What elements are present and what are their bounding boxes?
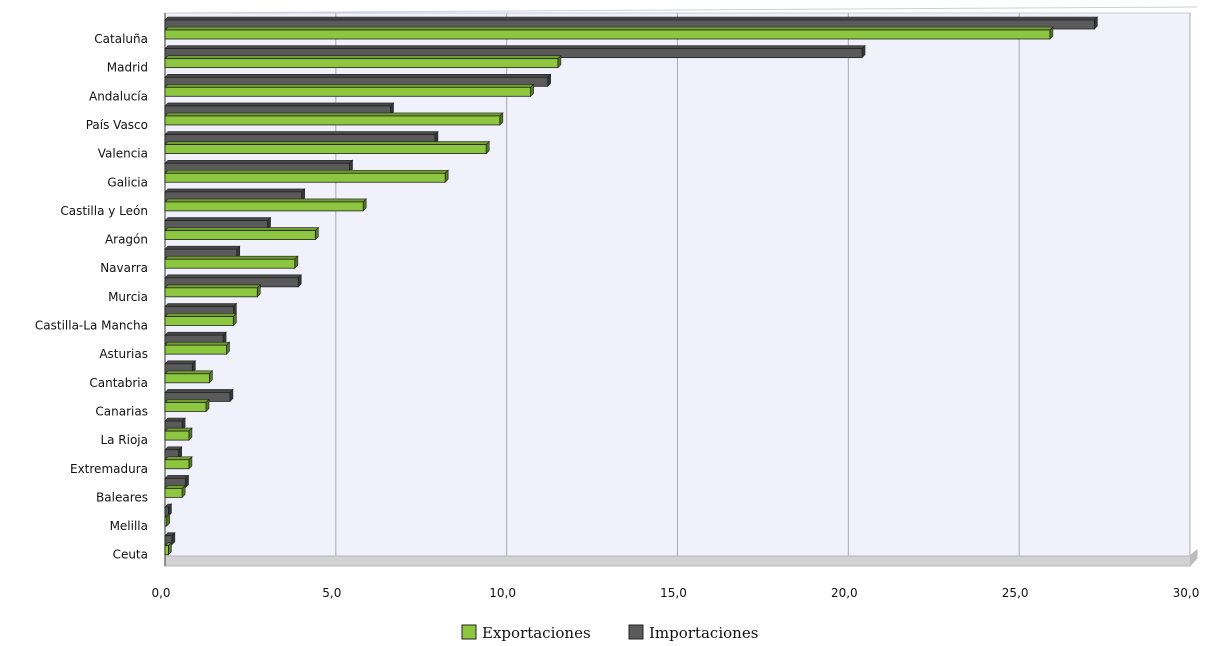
category-label: Cantabria	[89, 376, 148, 390]
category-label: Canarias	[95, 404, 148, 418]
category-labels: Cataluña Madrid Andalucía País Vasco Valenci…	[35, 32, 148, 562]
bar-exportaciones	[164, 169, 449, 183]
x-tick-label: 5,0	[322, 586, 341, 600]
bar-exportaciones	[164, 54, 562, 69]
category-label: Andalucía	[89, 89, 148, 103]
bar-importaciones	[164, 446, 183, 460]
bars	[164, 16, 1099, 556]
bar-exportaciones	[164, 26, 1054, 40]
category-label: Cataluña	[94, 32, 148, 46]
legend: Exportaciones Importaciones	[461, 624, 758, 642]
x-tick-label: 0,0	[151, 586, 170, 600]
category-label: Baleares	[96, 490, 148, 504]
bar-exportaciones	[164, 370, 214, 384]
legend-label: Exportaciones	[482, 624, 591, 642]
legend-item: Exportaciones	[461, 624, 591, 642]
category-label: Extremadura	[70, 462, 148, 476]
category-label: Asturias	[99, 347, 148, 361]
bar-exportaciones	[164, 83, 535, 98]
category-label: Galicia	[107, 175, 148, 189]
x-tick-label: 30,0	[1173, 586, 1200, 600]
bar-importaciones	[164, 274, 302, 288]
category-label: Murcia	[108, 290, 148, 304]
bar-exportaciones	[164, 112, 504, 126]
category-label: La Rioja	[100, 433, 148, 447]
bar-exportaciones	[164, 427, 193, 441]
category-label: Navarra	[100, 261, 148, 275]
category-label: Melilla	[110, 519, 148, 533]
x-tick-label: 25,0	[1002, 586, 1029, 600]
bar-importaciones	[164, 73, 552, 88]
category-label: País Vasco	[86, 118, 148, 132]
bar-importaciones	[164, 331, 227, 345]
category-label: Aragón	[105, 233, 148, 247]
bar-importaciones	[164, 360, 197, 374]
bar-importaciones	[164, 245, 241, 259]
bar-importaciones	[164, 474, 190, 489]
legend-item: Importaciones	[628, 624, 758, 642]
x-tick-label: 10,0	[489, 586, 516, 600]
legend-swatch	[628, 624, 644, 640]
bar-exportaciones	[164, 541, 173, 556]
category-label: Valencia	[98, 147, 148, 161]
bar-importaciones	[164, 417, 186, 431]
category-label: Castilla-La Mancha	[35, 319, 148, 333]
legend-swatch	[461, 624, 477, 640]
x-tick-label: 15,0	[660, 586, 687, 600]
plot-top-edge	[164, 6, 1198, 14]
bar-importaciones	[164, 102, 395, 116]
bar-importaciones	[164, 531, 176, 546]
category-label: Ceuta	[113, 548, 148, 562]
bar-exportaciones	[164, 226, 320, 241]
x-tick-labels: 0,0 5,0 10,0 15,0 20,0 25,0 30,0	[151, 586, 1199, 600]
bar-exportaciones	[164, 284, 261, 298]
bar-exportaciones	[164, 398, 210, 413]
bar-exportaciones	[164, 341, 231, 355]
legend-label: Importaciones	[649, 624, 758, 642]
bar-exportaciones	[164, 198, 367, 212]
bar-exportaciones	[164, 513, 171, 527]
x-tick-label: 20,0	[831, 586, 858, 600]
bar-importaciones	[164, 188, 306, 202]
bar-exportaciones	[164, 484, 186, 499]
bar-exportaciones	[164, 140, 490, 155]
bar-exportaciones	[164, 312, 238, 327]
category-label: Castilla y León	[60, 204, 148, 218]
bar-exportaciones	[164, 456, 193, 470]
floor-side	[1190, 550, 1197, 566]
category-label: Madrid	[107, 61, 148, 75]
bar-importaciones	[164, 159, 354, 173]
bar-exportaciones	[164, 255, 299, 269]
